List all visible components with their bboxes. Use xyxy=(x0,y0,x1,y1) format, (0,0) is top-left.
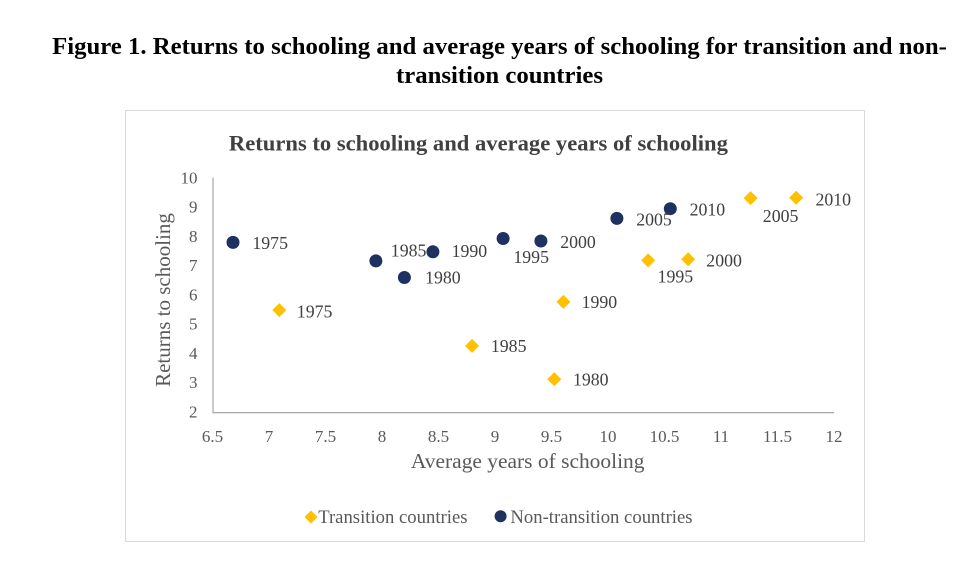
svg-text:3: 3 xyxy=(189,373,198,392)
svg-text:Non-transition countries: Non-transition countries xyxy=(510,507,692,528)
svg-text:1980: 1980 xyxy=(573,369,609,389)
svg-text:2000: 2000 xyxy=(560,232,596,252)
svg-text:1995: 1995 xyxy=(658,266,694,286)
svg-text:2010: 2010 xyxy=(816,189,852,209)
svg-text:1980: 1980 xyxy=(425,267,461,287)
svg-text:7.5: 7.5 xyxy=(315,427,336,446)
svg-text:2000: 2000 xyxy=(706,250,742,270)
svg-text:Transition countries: Transition countries xyxy=(318,507,467,528)
svg-text:2: 2 xyxy=(189,402,198,421)
svg-text:Returns to schooling: Returns to schooling xyxy=(151,213,175,387)
svg-text:8: 8 xyxy=(378,427,387,446)
svg-text:7: 7 xyxy=(189,256,198,275)
svg-text:Average years of schooling: Average years of schooling xyxy=(411,449,645,473)
svg-text:10: 10 xyxy=(181,168,198,187)
svg-text:2005: 2005 xyxy=(763,206,799,226)
svg-text:10.5: 10.5 xyxy=(650,427,680,446)
svg-text:1990: 1990 xyxy=(452,241,488,261)
svg-text:1985: 1985 xyxy=(491,336,527,356)
svg-text:8.5: 8.5 xyxy=(428,427,449,446)
svg-text:10: 10 xyxy=(600,427,617,446)
svg-text:1985: 1985 xyxy=(391,241,427,261)
svg-text:1975: 1975 xyxy=(252,233,288,253)
svg-text:2005: 2005 xyxy=(636,209,672,229)
svg-text:9: 9 xyxy=(491,427,500,446)
svg-text:9.5: 9.5 xyxy=(541,427,562,446)
svg-text:6: 6 xyxy=(189,285,198,304)
svg-text:4: 4 xyxy=(189,344,198,363)
svg-text:12: 12 xyxy=(826,427,843,446)
svg-text:1975: 1975 xyxy=(297,302,333,322)
svg-text:1990: 1990 xyxy=(582,292,618,312)
svg-text:1995: 1995 xyxy=(513,247,549,267)
svg-text:5: 5 xyxy=(189,315,198,334)
svg-text:2010: 2010 xyxy=(690,200,726,220)
svg-text:8: 8 xyxy=(189,227,198,246)
svg-text:9: 9 xyxy=(189,198,198,217)
svg-text:Returns to schooling and avera: Returns to schooling and average years o… xyxy=(229,131,729,156)
svg-text:7: 7 xyxy=(265,427,274,446)
svg-text:6.5: 6.5 xyxy=(202,427,223,446)
svg-text:11.5: 11.5 xyxy=(763,427,792,446)
svg-text:11: 11 xyxy=(713,427,729,446)
